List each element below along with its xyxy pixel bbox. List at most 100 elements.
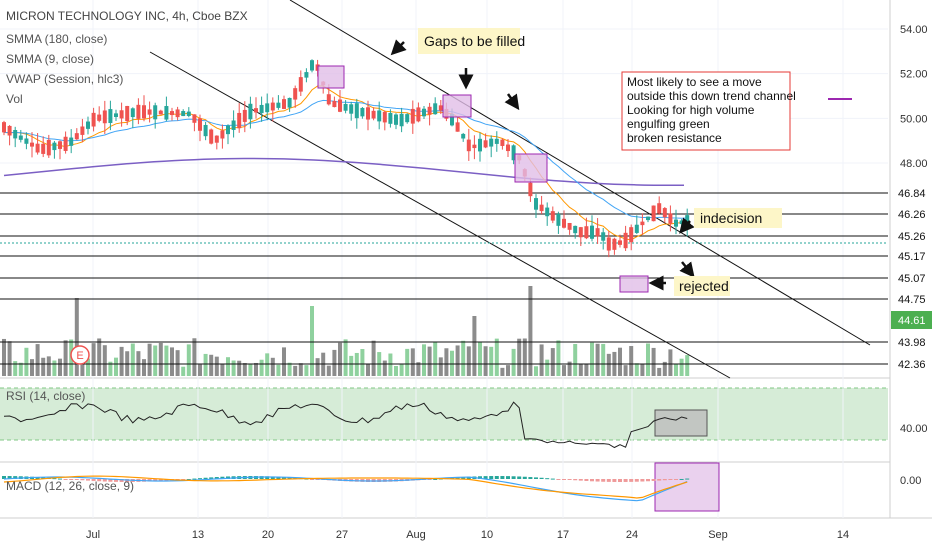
annotation-arrow	[679, 217, 695, 234]
volume-bar	[606, 353, 611, 376]
volume-bar	[214, 356, 219, 376]
macd-histogram-bar	[58, 478, 62, 480]
volume-bar	[416, 362, 421, 376]
candle-body	[427, 106, 432, 115]
price-level-label: 45.07	[898, 273, 926, 285]
candle-body	[108, 109, 113, 123]
candle-body	[298, 77, 303, 92]
macd-histogram-bar	[528, 477, 533, 479]
rsi-line	[3, 401, 688, 449]
macd-histogram-bar	[550, 478, 555, 480]
candle-body	[282, 99, 286, 109]
candle-body	[422, 108, 426, 117]
volume-bar	[668, 349, 673, 376]
annotation-arrow	[390, 39, 407, 56]
volume-bar	[315, 358, 320, 376]
candle-body	[293, 88, 298, 100]
y-tick-label: 50.00	[900, 113, 928, 125]
macd-histogram-bar	[265, 476, 270, 479]
annotation-arrow	[679, 261, 695, 278]
candle-body	[209, 129, 214, 144]
macd-histogram-bar	[539, 477, 544, 479]
volume-bar	[270, 357, 275, 376]
volume-bar	[394, 366, 398, 376]
candle-body	[360, 107, 365, 117]
price-level-label: 45.17	[898, 251, 926, 263]
volume-bar	[186, 344, 191, 376]
price-label-bg	[891, 290, 932, 308]
volume-bar	[450, 350, 454, 376]
candle-body	[438, 105, 443, 111]
rejected-annotation: rejected	[679, 278, 729, 294]
candle-body	[534, 198, 538, 210]
candle-body	[511, 145, 516, 161]
volume-bar	[181, 366, 186, 376]
candle-body	[203, 124, 208, 137]
candle-body	[326, 94, 331, 105]
macd-histogram-bar	[13, 476, 18, 479]
volume-bar	[147, 343, 152, 376]
volume-bar	[422, 344, 426, 376]
volume-bar	[74, 298, 79, 376]
macd-histogram-bar	[220, 476, 225, 479]
candle-body	[433, 103, 438, 115]
macd-histogram-bar	[651, 479, 656, 481]
gap-box	[442, 94, 472, 118]
volume-bar	[97, 338, 102, 376]
volume-bar	[242, 363, 247, 376]
price-level-label: 44.75	[898, 294, 926, 306]
candle-body	[147, 109, 152, 115]
volume-bar	[461, 340, 466, 376]
volume-bar	[366, 363, 370, 376]
volume-bar	[539, 344, 544, 376]
candle-body	[606, 237, 611, 251]
candle-body	[214, 135, 219, 143]
macd-line	[3, 476, 688, 502]
macd-histogram-bar	[506, 476, 510, 479]
macd-histogram-bar	[668, 479, 673, 480]
volume-bar	[500, 367, 505, 376]
volume-bar	[433, 341, 438, 376]
candle-body	[674, 219, 678, 227]
candle-body	[399, 113, 404, 127]
candle-body	[528, 182, 533, 197]
price-label-bg	[891, 333, 932, 351]
x-tick-label: 27	[336, 529, 348, 541]
volume-bar	[657, 367, 662, 376]
macd-histogram-bar	[7, 476, 12, 479]
macd-histogram-bar	[522, 476, 527, 479]
volume-bar	[119, 346, 124, 376]
earnings-marker[interactable]	[70, 345, 90, 365]
macd-histogram-bar	[192, 478, 197, 480]
candle-body	[220, 130, 225, 139]
candle-body	[405, 114, 410, 123]
candle-body	[270, 102, 275, 111]
macd-histogram-bar	[461, 477, 466, 479]
y-tick-label: 48.00	[900, 158, 928, 170]
volume-bar	[494, 338, 499, 376]
candle-body	[366, 107, 370, 120]
volume-bar	[528, 286, 533, 376]
macd-highlight-box	[654, 462, 720, 512]
volume-bar	[685, 355, 690, 376]
volume-bar	[91, 343, 96, 376]
macd-histogram-bar	[623, 479, 628, 482]
macd-histogram-bar	[69, 479, 74, 480]
channel-lower-line	[149, 51, 731, 379]
candle-body	[192, 114, 197, 123]
macd-histogram-bar	[209, 477, 214, 479]
volume-bar	[287, 362, 292, 376]
macd-histogram-bar	[214, 477, 219, 479]
volume-bar	[282, 347, 286, 376]
volume-bar	[276, 364, 281, 376]
candle-body	[472, 144, 477, 149]
volume-bar	[254, 362, 258, 376]
candle-body	[226, 125, 230, 135]
candle-body	[125, 105, 130, 122]
volume-bar	[511, 348, 516, 376]
volume-bar	[371, 340, 376, 376]
annotation-arrow	[504, 93, 520, 111]
candle-body	[382, 111, 387, 123]
